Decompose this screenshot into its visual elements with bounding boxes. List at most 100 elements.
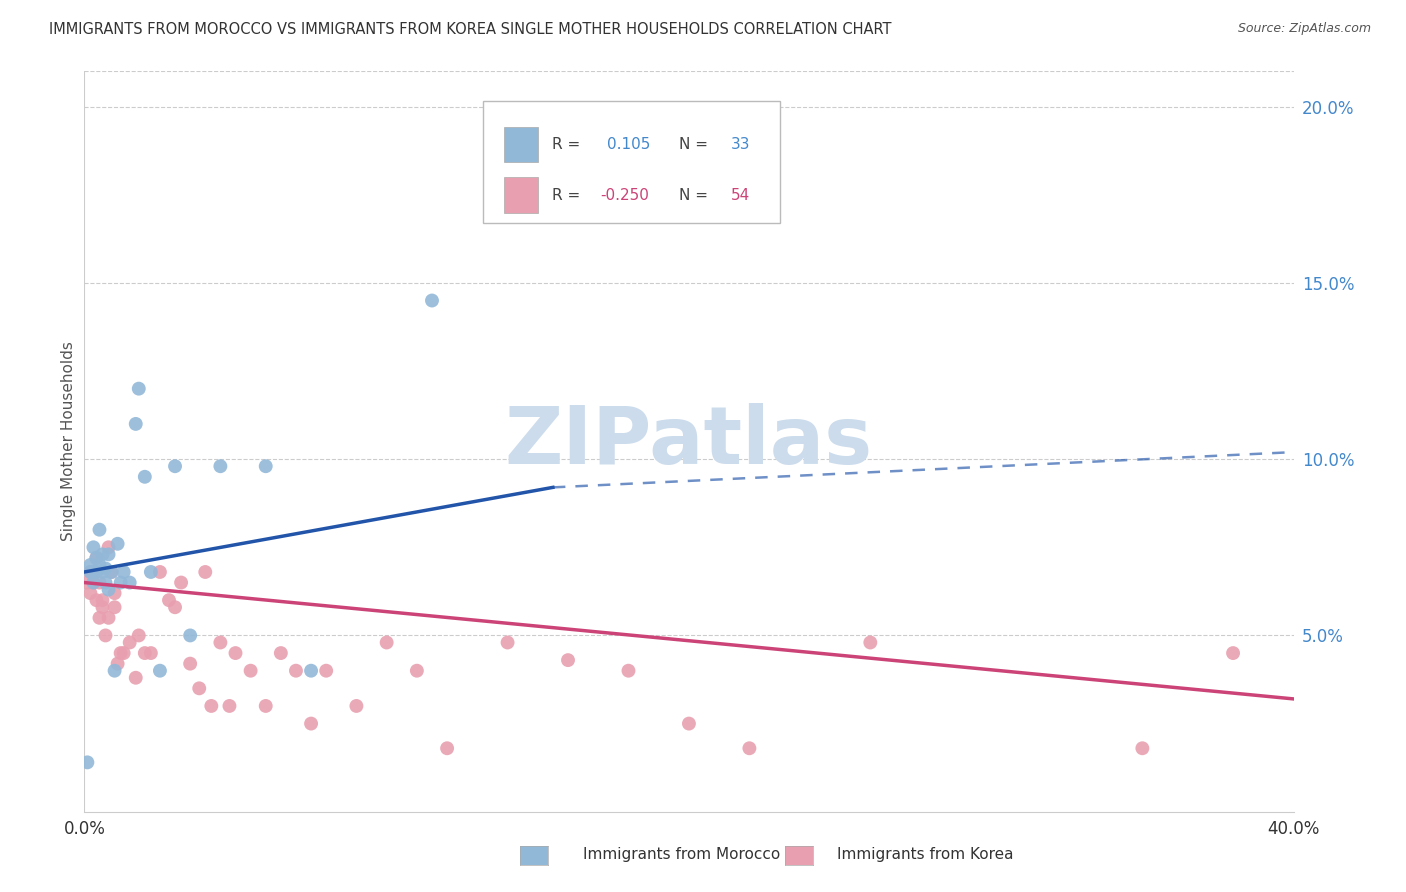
Point <box>134 646 156 660</box>
Point <box>420 293 443 308</box>
Point <box>194 565 217 579</box>
Text: Immigrants from Morocco: Immigrants from Morocco <box>583 847 780 862</box>
Text: 0.105: 0.105 <box>607 137 650 153</box>
Point <box>218 698 240 713</box>
Point <box>107 657 129 671</box>
Y-axis label: Single Mother Households: Single Mother Households <box>60 342 76 541</box>
Point <box>738 741 761 756</box>
Point <box>299 716 322 731</box>
Point <box>209 459 232 474</box>
Point <box>209 635 232 649</box>
Text: 33: 33 <box>731 137 751 153</box>
Point <box>110 646 132 660</box>
Text: Source: ZipAtlas.com: Source: ZipAtlas.com <box>1237 22 1371 36</box>
Point <box>97 582 120 597</box>
Point <box>107 537 129 551</box>
Point <box>179 628 201 642</box>
Text: N =: N = <box>679 187 713 202</box>
Point <box>86 550 108 565</box>
Point <box>89 558 111 572</box>
Point <box>104 600 127 615</box>
Point <box>118 575 141 590</box>
Text: Immigrants from Korea: Immigrants from Korea <box>837 847 1014 862</box>
Point <box>254 698 277 713</box>
Point <box>165 600 187 615</box>
Point <box>97 541 120 555</box>
Point <box>165 459 187 474</box>
FancyBboxPatch shape <box>503 178 538 213</box>
Point <box>139 646 162 660</box>
Point <box>112 646 135 660</box>
Point <box>128 628 150 642</box>
Point <box>617 664 640 678</box>
Point <box>89 575 111 590</box>
Point <box>149 565 172 579</box>
Point <box>157 593 180 607</box>
Point <box>1222 646 1244 660</box>
Text: ZIPatlas: ZIPatlas <box>505 402 873 481</box>
Point <box>104 664 127 678</box>
Point <box>76 575 98 590</box>
Text: R =: R = <box>553 137 585 153</box>
Point <box>104 586 127 600</box>
Point <box>82 565 104 579</box>
Point <box>94 561 117 575</box>
Point <box>100 565 122 579</box>
Point <box>91 600 114 615</box>
Point <box>100 565 122 579</box>
Point <box>112 565 135 579</box>
Text: N =: N = <box>679 137 713 153</box>
Point <box>200 698 222 713</box>
Point <box>79 558 101 572</box>
Point <box>86 550 108 565</box>
Point <box>678 716 700 731</box>
Point <box>285 664 308 678</box>
Point <box>94 628 117 642</box>
Point <box>94 575 117 590</box>
Point <box>82 541 104 555</box>
FancyBboxPatch shape <box>503 127 538 162</box>
Point <box>125 671 148 685</box>
Point <box>89 611 111 625</box>
Point <box>859 635 882 649</box>
Text: 54: 54 <box>731 187 751 202</box>
Point <box>91 565 114 579</box>
Point <box>79 586 101 600</box>
Point <box>91 593 114 607</box>
Point <box>179 657 201 671</box>
Point <box>346 698 368 713</box>
Point <box>82 575 104 590</box>
Text: R =: R = <box>553 187 585 202</box>
Point <box>170 575 193 590</box>
Point <box>496 635 519 649</box>
Point <box>299 664 322 678</box>
Point <box>86 565 108 579</box>
Point <box>406 664 429 678</box>
Point <box>254 459 277 474</box>
Text: IMMIGRANTS FROM MOROCCO VS IMMIGRANTS FROM KOREA SINGLE MOTHER HOUSEHOLDS CORREL: IMMIGRANTS FROM MOROCCO VS IMMIGRANTS FR… <box>49 22 891 37</box>
Point <box>270 646 292 660</box>
Point <box>1130 741 1153 756</box>
Point <box>91 547 114 561</box>
Point <box>375 635 398 649</box>
Point <box>225 646 247 660</box>
Point <box>79 565 101 579</box>
Point <box>79 565 101 579</box>
Point <box>89 523 111 537</box>
Point <box>82 575 104 590</box>
Point <box>76 756 98 770</box>
FancyBboxPatch shape <box>484 101 780 223</box>
Point <box>97 611 120 625</box>
Point <box>541 135 564 149</box>
Point <box>86 593 108 607</box>
Point <box>139 565 162 579</box>
Point <box>557 653 579 667</box>
Point <box>97 547 120 561</box>
Point <box>118 635 141 649</box>
Point <box>239 664 262 678</box>
Point <box>436 741 458 756</box>
Text: -0.250: -0.250 <box>600 187 650 202</box>
Point <box>149 664 172 678</box>
Point <box>315 664 337 678</box>
Point <box>134 470 156 484</box>
